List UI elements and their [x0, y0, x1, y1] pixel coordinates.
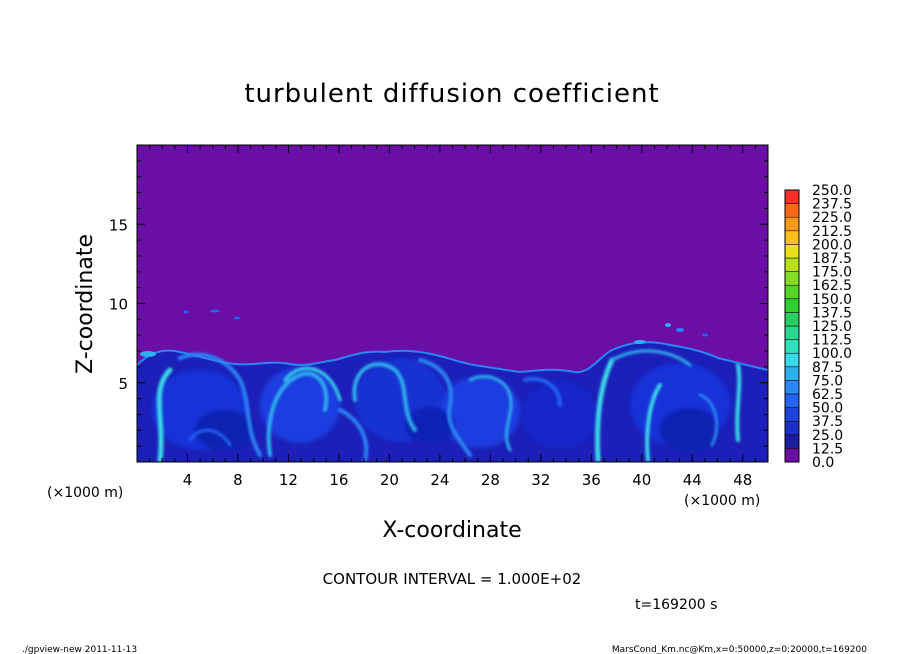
colorbar-label: 100.0 [812, 346, 852, 362]
filaments [156, 349, 742, 462]
x-tick-label: 8 [233, 471, 243, 489]
colorbar-label: 250.0 [812, 183, 852, 199]
colorbar-label: 37.5 [812, 414, 843, 430]
colorbar-swatch [784, 216, 800, 232]
x-tick-label: 32 [531, 471, 550, 489]
colorbar-swatch [784, 407, 800, 422]
y-axis-title: Z-coordinate [73, 234, 98, 374]
layer-top-edge [137, 341, 768, 374]
colorbar-swatch [784, 434, 800, 449]
colorbar-label: 212.5 [812, 224, 852, 240]
colorbar-swatch [784, 393, 800, 408]
y-tick-label: 10 [109, 296, 128, 314]
x-tick-label: 24 [430, 471, 449, 489]
colorbar-swatch [784, 189, 800, 204]
colorbar-swatch [784, 244, 800, 259]
colorbar-swatch [784, 325, 800, 340]
colorbar-swatch [784, 380, 800, 395]
y-tick-label: 15 [109, 216, 128, 234]
x-tick-label: 4 [183, 471, 193, 489]
x-tick-label: 16 [329, 471, 348, 489]
colorbar-label: 75.0 [812, 373, 843, 389]
colorbar-swatch [784, 230, 800, 245]
colorbar-label: 187.5 [812, 251, 852, 267]
y-axis: 5 10 15 [109, 160, 768, 447]
colorbar-swatch [784, 203, 800, 218]
colorbar-label: 0.0 [812, 455, 834, 471]
colorbar-swatch [784, 298, 800, 313]
x-tick-label: 40 [632, 471, 651, 489]
colorbar-swatch [784, 448, 800, 463]
colorbar-label: 162.5 [812, 278, 852, 294]
colorbar-swatch [784, 339, 800, 354]
colorbar-label: 87.5 [812, 360, 843, 376]
colorbar-label: 12.5 [812, 441, 843, 457]
x-unit-label-left: (×1000 m) [47, 485, 123, 501]
colorbar-label: 200.0 [812, 237, 852, 253]
colorbar-swatch [784, 352, 800, 368]
x-tick-label: 48 [733, 471, 752, 489]
contour-interval-text: CONTOUR INTERVAL = 1.000E+02 [323, 570, 582, 588]
plot-area [137, 145, 768, 462]
x-unit-label-right: (×1000 m) [684, 493, 760, 509]
x-tick-label: 12 [279, 471, 298, 489]
colorbar-label: 137.5 [812, 305, 852, 321]
footer-right: MarsCond_Km.nc@Km,x=0:50000,z=0:20000,t=… [612, 645, 867, 654]
colorbar-swatch [784, 420, 800, 436]
colorbar-frame [784, 189, 800, 463]
colorbar: 0.012.525.037.550.062.575.087.5100.0112.… [784, 183, 852, 471]
x-tick-label: 20 [380, 471, 399, 489]
colorbar-swatch [784, 312, 800, 327]
colorbar-label: 62.5 [812, 387, 843, 403]
colorbar-swatch [784, 257, 800, 272]
colorbar-label: 112.5 [812, 333, 852, 349]
x-tick-label: 28 [481, 471, 500, 489]
colorbar-label: 225.0 [812, 210, 852, 226]
detached-patches [140, 309, 708, 357]
x-axis-title: X-coordinate [382, 518, 521, 543]
y-tick-label: 5 [118, 375, 128, 393]
eddy-structures [152, 358, 730, 452]
colorbar-label: 125.0 [812, 319, 852, 335]
colorbar-label: 25.0 [812, 428, 843, 444]
time-label: t=169200 s [635, 597, 717, 613]
x-tick-label: 36 [582, 471, 601, 489]
footer-left: ./gpview-new 2011-11-13 [22, 645, 137, 654]
colorbar-label: 237.5 [812, 197, 852, 213]
chart-title: turbulent diffusion coefficient [244, 79, 659, 109]
colorbar-swatch [784, 271, 800, 286]
colorbar-swatch [784, 284, 800, 300]
colorbar-label: 150.0 [812, 292, 852, 308]
x-tick-label: 44 [683, 471, 702, 489]
x-axis: 4 8 12 16 20 24 28 32 36 40 44 48 [149, 145, 756, 489]
colorbar-label: 50.0 [812, 401, 843, 417]
colorbar-swatch [784, 366, 800, 381]
colorbar-label: 175.0 [812, 265, 852, 281]
